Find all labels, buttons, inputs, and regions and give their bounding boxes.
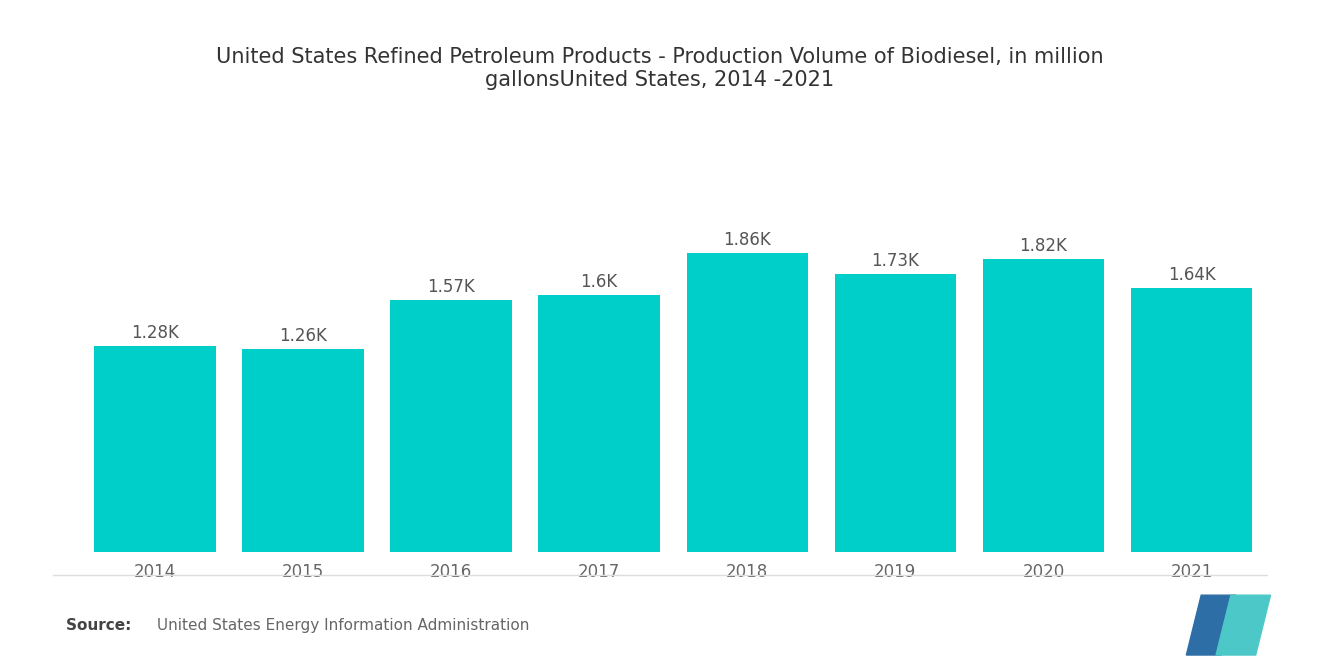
Bar: [391, 300, 512, 552]
Text: Source:: Source:: [66, 618, 137, 632]
Text: 1.28K: 1.28K: [131, 325, 178, 342]
Bar: [1131, 289, 1253, 552]
Polygon shape: [1221, 595, 1270, 655]
Text: United States Energy Information Administration: United States Energy Information Adminis…: [152, 618, 529, 632]
Text: United States Refined Petroleum Products - Production Volume of Biodiesel, in mi: United States Refined Petroleum Products…: [216, 47, 1104, 90]
Text: 1.26K: 1.26K: [279, 327, 327, 345]
Text: 1.6K: 1.6K: [581, 273, 618, 291]
Polygon shape: [1216, 595, 1236, 655]
Text: 1.82K: 1.82K: [1019, 237, 1068, 255]
Text: 1.73K: 1.73K: [871, 252, 919, 270]
Bar: [834, 274, 956, 552]
Bar: [243, 350, 364, 552]
Bar: [94, 346, 215, 552]
Text: 1.57K: 1.57K: [428, 277, 475, 296]
Text: 1.64K: 1.64K: [1168, 267, 1216, 285]
Bar: [982, 259, 1104, 552]
Bar: [686, 253, 808, 552]
Polygon shape: [1187, 595, 1236, 655]
Text: 1.86K: 1.86K: [723, 231, 771, 249]
Bar: [539, 295, 660, 552]
